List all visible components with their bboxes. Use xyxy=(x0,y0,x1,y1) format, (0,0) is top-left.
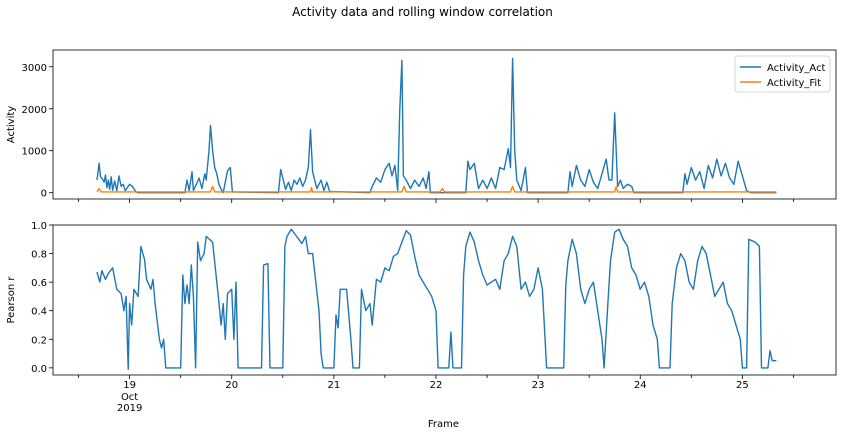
activity-axes: 0 1000 2000 3000 Activity Activity_Act Activit… xyxy=(6,49,837,203)
x-tick-label: 21 xyxy=(327,380,340,391)
series-line-activity-fit xyxy=(96,185,777,193)
plot-frame xyxy=(52,49,837,200)
y-tick-label: 0.6 xyxy=(31,278,47,289)
y-tick-label: 3000 xyxy=(22,63,47,74)
y-tick-label: 0 xyxy=(41,189,47,200)
x-tick-sublabel: 2019 xyxy=(117,403,142,414)
figure-title: Activity data and rolling window correla… xyxy=(292,5,553,19)
x-tick-label: 19 xyxy=(123,380,136,391)
y-tick-label: 1.0 xyxy=(31,221,47,232)
legend-label: Activity_Fit xyxy=(767,78,821,89)
y-tick-label: 2000 xyxy=(22,105,47,116)
legend-box xyxy=(734,55,831,93)
y-tick-label: 0.8 xyxy=(31,250,47,261)
y-tick-label: 0.2 xyxy=(31,335,47,346)
y-tick-label: 0.0 xyxy=(31,364,47,375)
x-tick-label: 20 xyxy=(225,380,238,391)
x-tick-label: 24 xyxy=(634,380,647,391)
correlation-axes: 0.0 0.2 0.4 0.6 0.8 1.0 Pearson r 19 20 21 22 23 24 2… xyxy=(6,221,837,430)
legend-label: Activity_Act xyxy=(767,63,826,74)
x-axis-label: Frame xyxy=(428,419,459,430)
x-tick-label: 23 xyxy=(532,380,545,391)
y-tick-label: 1000 xyxy=(22,147,47,158)
plot-frame xyxy=(52,224,837,376)
x-tick-sublabel: Oct xyxy=(121,392,138,403)
y-axis-label: Activity xyxy=(6,106,17,143)
x-tick-label: 22 xyxy=(430,380,443,391)
y-tick-label: 0.4 xyxy=(31,307,47,318)
series-line-pearson-r xyxy=(96,228,777,370)
y-axis-label: Pearson r xyxy=(6,276,17,324)
x-tick-label: 25 xyxy=(736,380,749,391)
series-line-activity-act xyxy=(96,57,777,194)
